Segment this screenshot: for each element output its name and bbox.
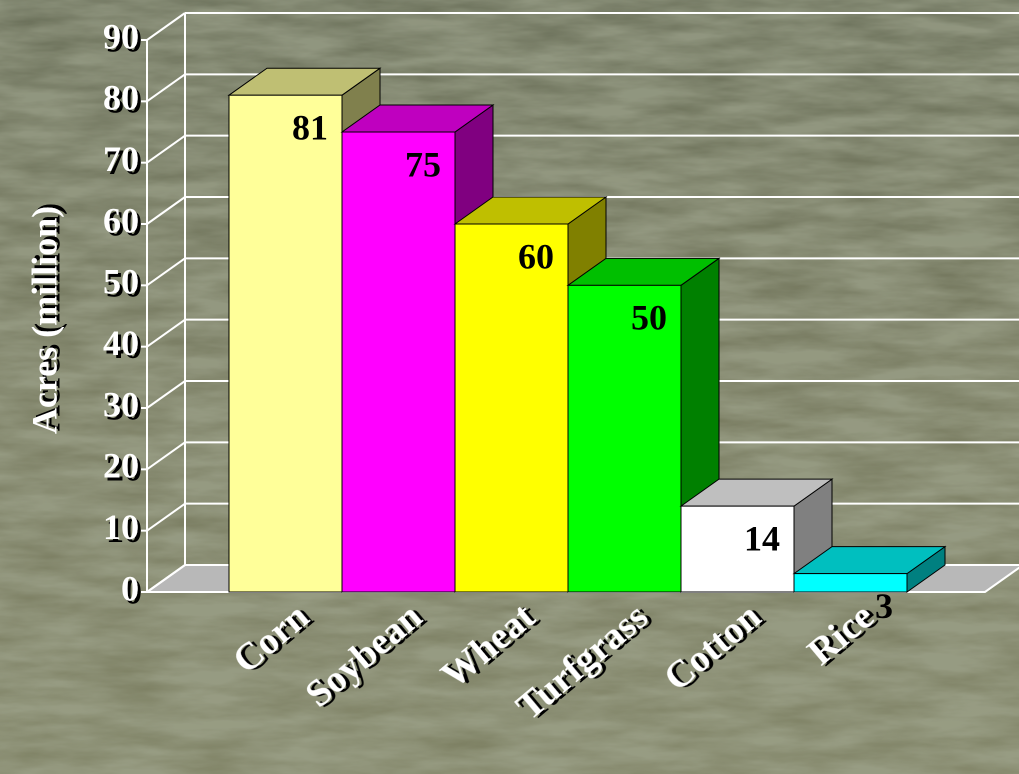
y-tick-label: 90	[103, 16, 139, 56]
grid-line	[146, 73, 186, 103]
y-tick-label: 0	[121, 568, 139, 608]
value-label: 60	[518, 236, 554, 276]
grid-line	[146, 380, 186, 409]
y-tick-label: 70	[103, 139, 139, 179]
value-label: 81	[292, 107, 328, 147]
grid-line	[146, 502, 186, 532]
value-label: 3	[875, 586, 893, 626]
grid-line	[146, 196, 186, 225]
grid-line	[146, 134, 186, 164]
y-axis-label: Acres (million)	[24, 206, 64, 434]
bar	[454, 223, 569, 593]
grid-line	[146, 441, 186, 471]
grid-line	[146, 12, 186, 41]
bar	[228, 94, 343, 593]
y-tick-label: 20	[103, 446, 139, 486]
y-tick-label: 60	[103, 200, 139, 240]
y-tick-label: 10	[103, 507, 139, 547]
value-label: 75	[405, 144, 441, 184]
bar	[680, 505, 795, 593]
value-label: 14	[744, 518, 780, 558]
grid-line	[146, 564, 186, 593]
plot: 010203040506070809081Corn75Soybean60Whea…	[103, 12, 1019, 728]
y-tick-label: 80	[103, 78, 139, 118]
y-tick-label: 50	[103, 262, 139, 302]
bar	[341, 131, 456, 593]
value-label: 50	[631, 298, 667, 338]
grid-line	[146, 257, 186, 287]
y-tick-label: 30	[103, 384, 139, 424]
bar	[793, 573, 908, 593]
bar	[567, 284, 682, 593]
grid-line	[146, 318, 186, 348]
y-tick-label: 40	[103, 323, 139, 363]
